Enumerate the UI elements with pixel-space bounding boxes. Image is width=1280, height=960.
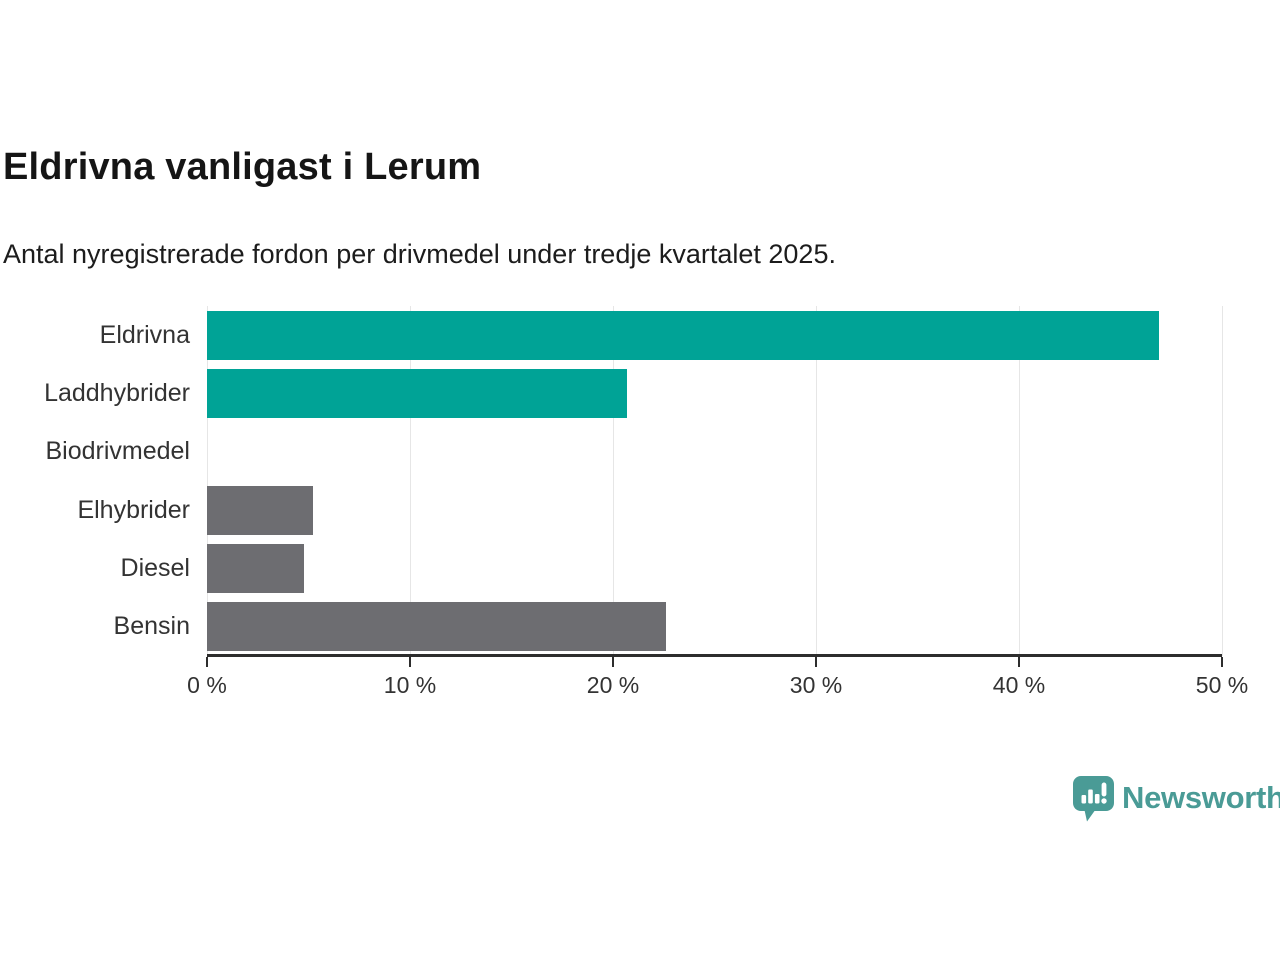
gridline <box>613 306 614 656</box>
category-label: Eldrivna <box>99 320 190 349</box>
bar-elhybrider <box>207 485 313 535</box>
gridline <box>207 306 208 656</box>
x-axis-tick-mark <box>1221 657 1223 667</box>
x-axis-line <box>207 654 1222 657</box>
bar-eldrivna <box>207 310 1160 360</box>
chart-subtitle: Antal nyregistrerade fordon per drivmede… <box>3 239 836 269</box>
newsworthy-wordmark: Newsworthy <box>1122 780 1280 815</box>
x-axis-tick-label: 50 % <box>1195 672 1249 698</box>
x-axis-tick-mark <box>815 657 817 667</box>
newsworthy-logo: Newsworthy <box>1072 775 1280 823</box>
gridline <box>816 306 817 656</box>
x-axis-tick-mark <box>1018 657 1020 667</box>
category-label: Bensin <box>113 612 190 641</box>
x-axis-tick-mark <box>612 657 614 667</box>
x-axis-tick-mark <box>206 657 208 667</box>
x-axis-tick-label: 30 % <box>789 672 843 698</box>
gridline <box>1222 306 1223 656</box>
category-label: Laddhybrider <box>44 378 190 407</box>
chart-title: Eldrivna vanligast i Lerum <box>3 146 482 188</box>
x-axis-tick-label: 20 % <box>586 672 640 698</box>
bar-chart-plot-area: 0 % 10 % 20 % 30 % 40 % 50 % <box>187 306 1248 698</box>
category-label: Diesel <box>120 553 190 582</box>
x-axis-tick-label: 10 % <box>383 672 437 698</box>
gridline <box>410 306 411 656</box>
category-label: Biodrivmedel <box>45 437 190 466</box>
bar-bensin <box>207 602 666 652</box>
gridline <box>1019 306 1020 656</box>
category-label: Elhybrider <box>77 495 190 524</box>
speech-bubble-bar-chart-icon <box>1073 776 1114 822</box>
x-axis-tick-label: 0 % <box>187 672 227 698</box>
category-axis-labels: Eldrivna Laddhybrider Biodrivmedel Elhybrid… <box>0 306 190 656</box>
bar-diesel <box>207 544 305 593</box>
x-axis-tick-mark <box>409 657 411 667</box>
bar-laddhybrider <box>207 369 628 418</box>
x-axis-tick-label: 40 % <box>992 672 1046 698</box>
